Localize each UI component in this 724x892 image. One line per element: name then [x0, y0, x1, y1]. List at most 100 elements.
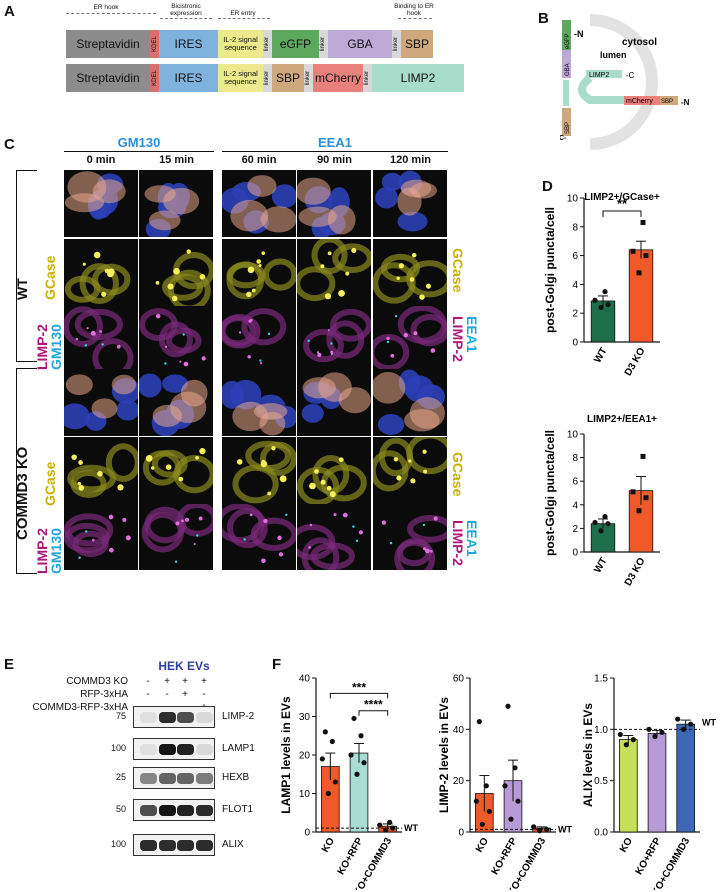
header-binding: Binding to ER hook: [394, 3, 434, 17]
eea1-label-right: EEA1: [464, 520, 480, 557]
blot-band: [177, 712, 194, 723]
x-tick-label: KO: [320, 836, 337, 855]
x-tick-label: KO: [474, 836, 491, 855]
time-120: 120 min: [390, 154, 431, 166]
chart-alix-evs: ALIX levels in EVs0.00.51.01.5KOKO+RFPKO…: [581, 674, 716, 891]
linker-segment: linker: [304, 64, 313, 92]
gcase-label-left: GCase: [42, 461, 58, 506]
micrograph-limp: [222, 504, 296, 570]
blot-band: [196, 840, 213, 851]
blot-band: [159, 805, 176, 816]
y-tick-label: 6: [572, 251, 578, 262]
condition-sign: +: [182, 689, 188, 700]
eea1-header: EEA1: [318, 135, 352, 150]
data-point: [640, 219, 646, 225]
condition-label: RFP-3xHA: [80, 689, 128, 700]
condition-label: COMMD3-RFP-3xHA: [32, 702, 128, 713]
condition-sign: +: [201, 676, 207, 687]
data-point: [358, 733, 364, 739]
micrograph-gcase: [297, 437, 371, 504]
data-point: [640, 453, 646, 459]
egfp-block: [562, 20, 571, 50]
gba-segment: GBA: [328, 30, 392, 58]
data-point: [643, 495, 649, 501]
il2-segment: IL-2 signal sequence: [218, 64, 263, 92]
significance-label: ****: [364, 698, 383, 712]
bar: [676, 723, 695, 833]
panel-c-letter: C: [4, 136, 15, 153]
c-term-label: -C: [626, 71, 635, 80]
header-line: [66, 13, 156, 14]
x-tick-label: WT: [592, 346, 609, 365]
wt-group-label: WT: [14, 278, 30, 300]
micrograph-limp: [373, 306, 447, 372]
mw-marker: 50: [115, 804, 126, 814]
data-point: [322, 729, 328, 735]
cytosol-label: cytosol: [622, 37, 657, 48]
micrograph-merge: [297, 170, 371, 237]
y-tick-label: 0: [572, 548, 578, 559]
ires-segment: IRES: [159, 64, 218, 92]
micrograph-gcase: [222, 437, 296, 504]
protein-label: FLOT1: [222, 804, 254, 815]
y-tick-label: 0.0: [594, 828, 608, 839]
panel-b-letter: B: [538, 10, 549, 27]
blot-band: [140, 712, 157, 723]
data-point: [332, 779, 338, 785]
micrograph-merge: [64, 369, 138, 436]
micrograph-gcase: [373, 437, 447, 504]
data-point: [652, 733, 658, 740]
chart-limp2-evs: LIMP-2 levels in EVs0204060KOKO+RFPKO+CO…: [437, 674, 572, 891]
y-tick-label: 6: [572, 477, 578, 488]
blot-band: [196, 773, 213, 784]
x-tick-label: WT: [592, 556, 609, 575]
data-point: [505, 703, 511, 709]
data-point: [598, 528, 604, 534]
blot-band: [196, 744, 213, 755]
chart-lamp1-evs: LAMP1 levels in EVs010203040KOKO+RFPKO+C…: [279, 674, 418, 891]
blot-band: [177, 744, 194, 755]
data-point: [486, 808, 492, 815]
panel-d-letter: D: [542, 178, 553, 195]
blot-band: [196, 712, 213, 723]
x-tick-label: KO+RFP: [336, 836, 366, 877]
data-point: [351, 715, 357, 722]
blot-band: [140, 773, 157, 784]
data-point: [512, 765, 518, 771]
micrograph-merge: [222, 170, 296, 237]
data-point: [623, 742, 629, 748]
blot-band: [196, 805, 213, 816]
lumen-label: lumen: [600, 50, 627, 60]
header-er-entry: ER entry: [230, 10, 256, 17]
micrograph-merge: [139, 170, 213, 237]
blot-band: [177, 773, 194, 784]
micrograph-gcase: [64, 239, 138, 306]
y-tick-label: 0: [458, 828, 464, 839]
limp2-segment: LIMP2: [372, 64, 464, 92]
sbp-text: SBP: [661, 99, 673, 105]
data-point: [605, 301, 611, 308]
sbp-segment: SBP: [272, 64, 304, 92]
y-tick-label: 1.5: [594, 674, 608, 685]
gba-text: GBA: [565, 63, 571, 76]
y-tick-label: 4: [572, 280, 578, 291]
blot-band: [159, 773, 176, 784]
header-bicistronic: Bicistronic expression: [170, 3, 202, 17]
header-line: [218, 18, 270, 19]
data-point: [329, 738, 335, 745]
micrograph-merge: [222, 369, 296, 436]
panel-a-letter: A: [4, 3, 15, 20]
n-term-label: -N: [681, 98, 690, 107]
condition-sign: -: [165, 689, 169, 700]
data-point: [598, 304, 604, 311]
gm130-label-left: GM130: [48, 324, 64, 370]
data-point: [659, 729, 665, 736]
linker-segment: linker: [263, 30, 272, 58]
condition-sign: +: [164, 676, 170, 687]
mw-marker: 100: [110, 839, 126, 849]
header-line: [398, 18, 432, 19]
data-point: [681, 726, 687, 732]
micrograph-gcase: [139, 239, 213, 306]
limp2-loop: [578, 74, 670, 104]
blot-band: [159, 712, 176, 723]
